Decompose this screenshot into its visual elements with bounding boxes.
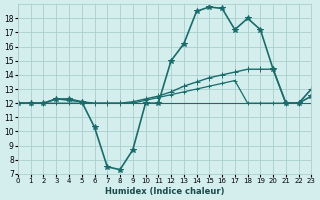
X-axis label: Humidex (Indice chaleur): Humidex (Indice chaleur) bbox=[105, 187, 224, 196]
